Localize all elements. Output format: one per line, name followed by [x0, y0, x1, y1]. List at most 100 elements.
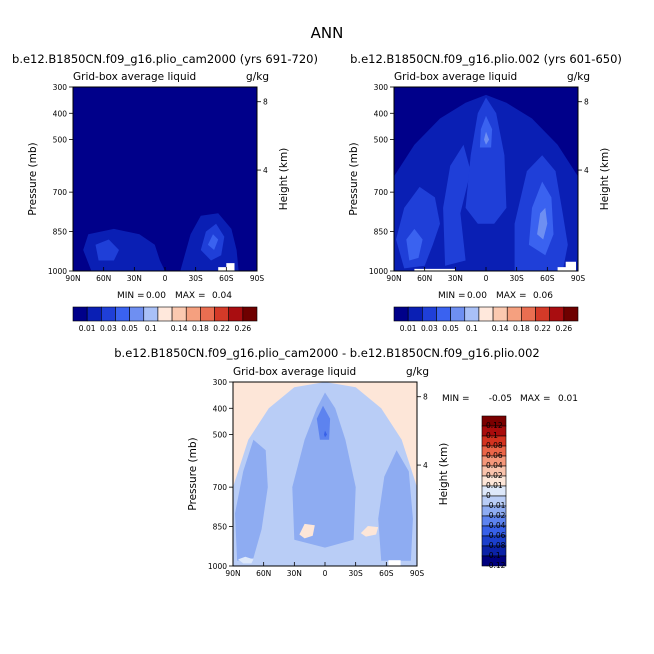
x-tick-label: 90S [571, 274, 586, 283]
colorbar-label: 0.03 [421, 324, 438, 333]
colorbar-label: 0.06 [486, 451, 503, 460]
panel-stats: MIN = -0.05 MAX = 0.01 [442, 394, 578, 404]
y-axis-title: Pressure (mb) [187, 437, 199, 510]
colorbar-swatch [242, 306, 258, 322]
y-tick-label: 300 [374, 83, 389, 92]
y-tick-label: 300 [53, 83, 68, 92]
colorbar-swatch [464, 306, 480, 322]
colorbar-swatch [450, 306, 466, 322]
stats-max-value: 0.06 [533, 291, 553, 301]
x-tick-label: 60S [540, 274, 555, 283]
colorbar-swatch [521, 306, 536, 322]
panel-variable-label: Grid-box average liquid [73, 71, 196, 83]
y-tick-label: 1000 [369, 267, 388, 276]
colorbar-label: 0.22 [534, 324, 551, 333]
panel-title: b.e12.B1850CN.f09_g16.plio_cam2000 (yrs … [12, 52, 318, 66]
x-tick-label: 90N [386, 274, 401, 283]
y-tick-label: 500 [213, 431, 228, 440]
colorbar-label: 0.1 [486, 431, 498, 440]
colorbar-swatch [506, 306, 522, 322]
contour-region [95, 239, 119, 261]
colorbar-swatch [101, 306, 116, 322]
contour-region [396, 186, 440, 269]
x-tick-label: 60N [417, 274, 432, 283]
y2-tick-label: 4 [263, 166, 268, 175]
y2-tick-label: 4 [423, 461, 428, 470]
x-tick-label: 90S [410, 569, 425, 578]
y2-axis-title: Height (km) [599, 148, 611, 211]
contour-region [443, 144, 471, 266]
y-tick-label: 850 [374, 228, 389, 237]
y2-tick-label: 4 [584, 166, 589, 175]
colorbar-label: 0.26 [555, 324, 572, 333]
y-axis-title: Pressure (mb) [348, 142, 360, 215]
x-tick-label: 60S [219, 274, 234, 283]
panel-units-label: g/kg [246, 71, 269, 83]
y-tick-label: 400 [53, 109, 68, 118]
panel-1: b.e12.B1850CN.f09_g16.plio_cam2000 (yrs … [12, 52, 318, 333]
colorbar-label: 0.01 [79, 324, 96, 333]
stats-max-label: MAX = [520, 394, 551, 404]
y-tick-label: 850 [53, 228, 68, 237]
x-tick-label: 60N [96, 274, 111, 283]
colorbar-swatch [436, 306, 451, 322]
panel-units-label: g/kg [406, 366, 429, 378]
colorbar-label: -0.04 [486, 521, 506, 530]
y-tick-label: 700 [213, 483, 228, 492]
stats-max-label: MAX = [496, 291, 527, 301]
contour-region [292, 392, 356, 548]
colorbar-swatch [129, 306, 145, 322]
colorbar-label: 0.18 [513, 324, 530, 333]
stats-max-value: 0.04 [212, 291, 232, 301]
panel-units-label: g/kg [567, 71, 590, 83]
y-tick-label: 500 [374, 136, 389, 145]
colorbar-label: -0.08 [486, 541, 506, 550]
panel-title: b.e12.B1850CN.f09_g16.plio_cam2000 - b.e… [114, 346, 539, 360]
x-tick-label: 90N [225, 569, 240, 578]
panel-title: b.e12.B1850CN.f09_g16.plio.002 (yrs 601-… [350, 52, 622, 66]
x-tick-label: 0 [323, 569, 328, 578]
y-axis-title: Pressure (mb) [27, 142, 39, 215]
colorbar-swatch [492, 306, 508, 322]
contour-fills [233, 382, 417, 566]
y-tick-label: 700 [53, 188, 68, 197]
colorbar-label: 0.26 [234, 324, 251, 333]
colorbar-label: 0.01 [400, 324, 417, 333]
x-tick-label: 30S [510, 274, 525, 283]
colorbar-swatch [157, 306, 173, 322]
y2-tick-label: 8 [584, 98, 589, 107]
colorbar-label: 0.04 [486, 461, 503, 470]
colorbar-swatch [549, 306, 565, 322]
y2-tick-label: 8 [263, 98, 268, 107]
panel-variable-label: Grid-box average liquid [233, 366, 356, 378]
colorbar-swatch [535, 306, 550, 322]
colorbar-label: 0.03 [100, 324, 117, 333]
x-tick-label: 30S [189, 274, 204, 283]
colorbar-swatch [171, 306, 187, 322]
y-tick-label: 300 [213, 378, 228, 387]
colorbar-swatch [422, 306, 437, 322]
stats-min-value: 0.00 [146, 291, 166, 301]
stats-min-label: MIN = [442, 394, 470, 404]
y-tick-label: 850 [213, 523, 228, 532]
contour-region [378, 450, 413, 561]
x-tick-label: 30S [349, 569, 364, 578]
colorbar-swatch [185, 306, 201, 322]
colorbar-label: 0.22 [213, 324, 230, 333]
contour-region [235, 439, 268, 561]
missing-data-region [557, 261, 576, 271]
x-tick-label: 0 [163, 274, 168, 283]
missing-data-region [388, 560, 401, 566]
colorbar-label: -0.1 [486, 551, 501, 560]
panel-3: b.e12.B1850CN.f09_g16.plio_cam2000 - b.e… [114, 346, 578, 578]
colorbar-label: -0.06 [486, 531, 506, 540]
y-tick-label: 1000 [208, 562, 227, 571]
y-tick-label: 700 [374, 188, 389, 197]
colorbar: 0.01 0.03 0.05 0.1 0.14 0.18 0.22 0.26 [393, 306, 579, 333]
colorbar-label: 0.08 [486, 441, 503, 450]
colorbar-label: 0.12 [486, 421, 503, 430]
x-tick-label: 90S [250, 274, 265, 283]
y-tick-label: 400 [374, 109, 389, 118]
x-tick-label: 60N [256, 569, 271, 578]
